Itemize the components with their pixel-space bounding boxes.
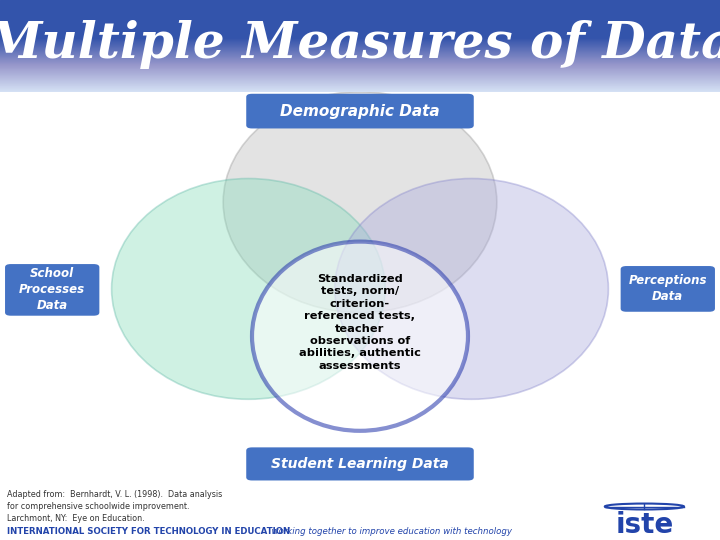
- Text: Multiple Measures of Data: Multiple Measures of Data: [0, 19, 720, 69]
- Text: Standardized
tests, norm/
criterion-
referenced tests,
teacher
observations of
a: Standardized tests, norm/ criterion- ref…: [299, 274, 421, 371]
- Text: working together to improve education with technology: working together to improve education wi…: [266, 526, 513, 536]
- Text: iste: iste: [616, 511, 673, 539]
- Ellipse shape: [335, 179, 608, 399]
- FancyBboxPatch shape: [5, 264, 99, 316]
- Ellipse shape: [112, 179, 385, 399]
- Text: INTERNATIONAL SOCIETY FOR TECHNOLOGY IN EDUCATION: INTERNATIONAL SOCIETY FOR TECHNOLOGY IN …: [7, 526, 290, 536]
- Ellipse shape: [223, 92, 497, 313]
- Text: Demographic Data: Demographic Data: [280, 104, 440, 119]
- Text: Perceptions
Data: Perceptions Data: [629, 274, 707, 303]
- FancyBboxPatch shape: [246, 447, 474, 481]
- Ellipse shape: [252, 241, 468, 431]
- Text: Adapted from:  Bernhardt, V. L. (1998).  Data analysis
for comprehensive schoolw: Adapted from: Bernhardt, V. L. (1998). D…: [7, 490, 222, 523]
- Text: Student Learning Data: Student Learning Data: [271, 457, 449, 471]
- Text: School
Processes
Data: School Processes Data: [19, 267, 85, 312]
- FancyBboxPatch shape: [246, 94, 474, 129]
- FancyBboxPatch shape: [621, 266, 715, 312]
